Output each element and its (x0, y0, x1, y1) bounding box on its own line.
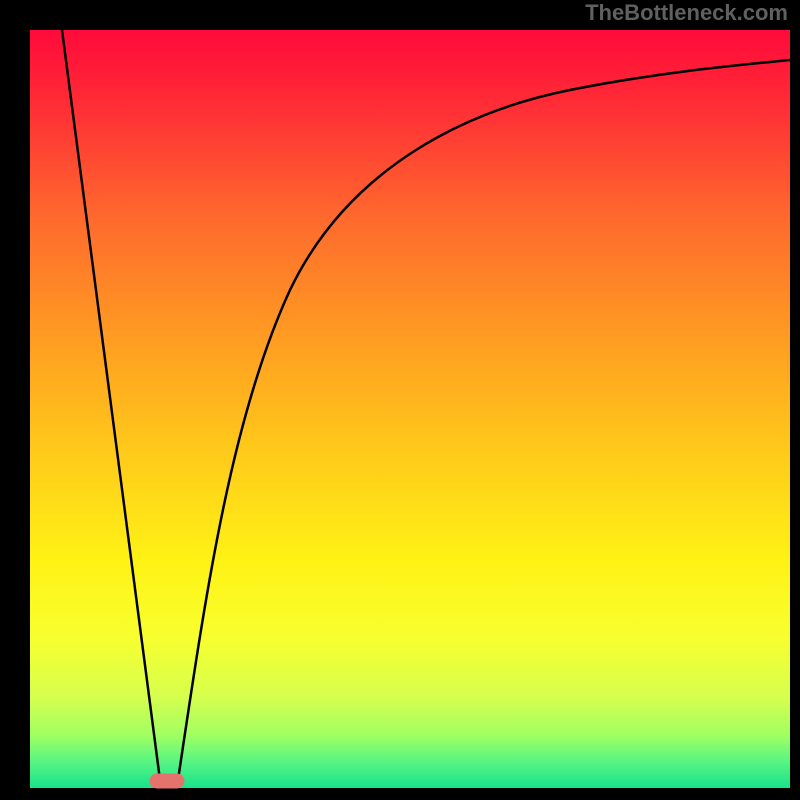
bottleneck-chart (0, 0, 800, 800)
chart-container: TheBottleneck.com (0, 0, 800, 800)
minimum-marker (150, 774, 184, 788)
watermark-text: TheBottleneck.com (585, 0, 788, 26)
plot-area (30, 30, 790, 788)
